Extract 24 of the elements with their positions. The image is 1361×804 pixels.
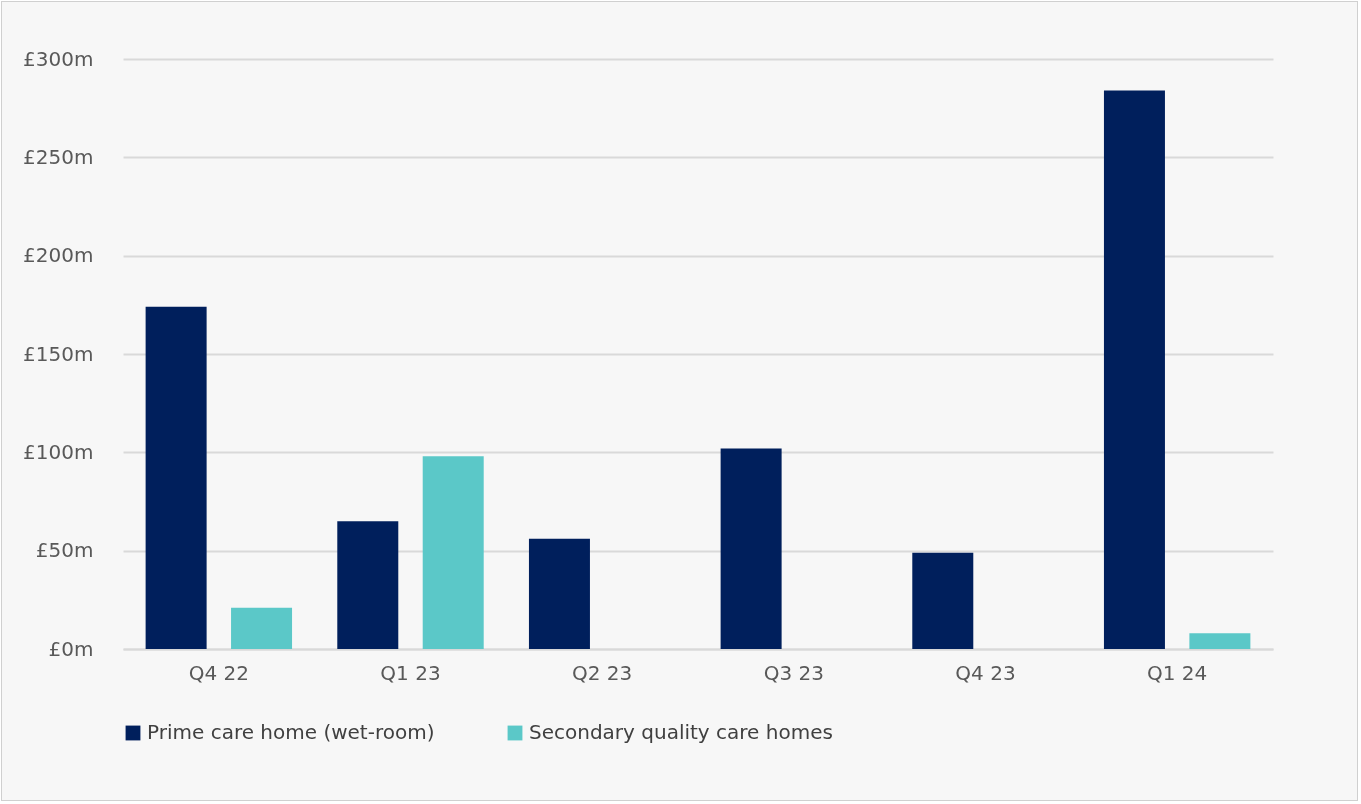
x-tick-label: Q2 23 <box>572 660 633 685</box>
legend-label: Secondary quality care homes <box>529 720 833 744</box>
y-tick-label: £50m <box>35 538 94 563</box>
y-tick-label: £0m <box>48 636 94 661</box>
bar <box>720 448 782 649</box>
y-tick-label: £100m <box>23 439 94 464</box>
bar <box>1103 90 1165 649</box>
bar <box>231 607 293 649</box>
y-tick-label: £250m <box>23 144 94 169</box>
legend-label: Prime care home (wet-room) <box>147 720 435 744</box>
x-tick-label: Q3 23 <box>763 660 824 685</box>
bar <box>1189 633 1251 649</box>
bar <box>145 306 207 649</box>
bar <box>422 456 484 649</box>
y-tick-label: £150m <box>23 341 94 366</box>
bar <box>337 521 399 649</box>
bar <box>912 552 974 649</box>
y-tick-label: £200m <box>23 243 94 268</box>
x-tick-label: Q1 24 <box>1147 660 1208 685</box>
x-tick-label: Q1 23 <box>380 660 441 685</box>
x-tick-label: Q4 22 <box>188 660 249 685</box>
bar <box>528 538 590 649</box>
y-tick-label: £300m <box>23 46 94 71</box>
x-tick-label: Q4 23 <box>955 660 1016 685</box>
